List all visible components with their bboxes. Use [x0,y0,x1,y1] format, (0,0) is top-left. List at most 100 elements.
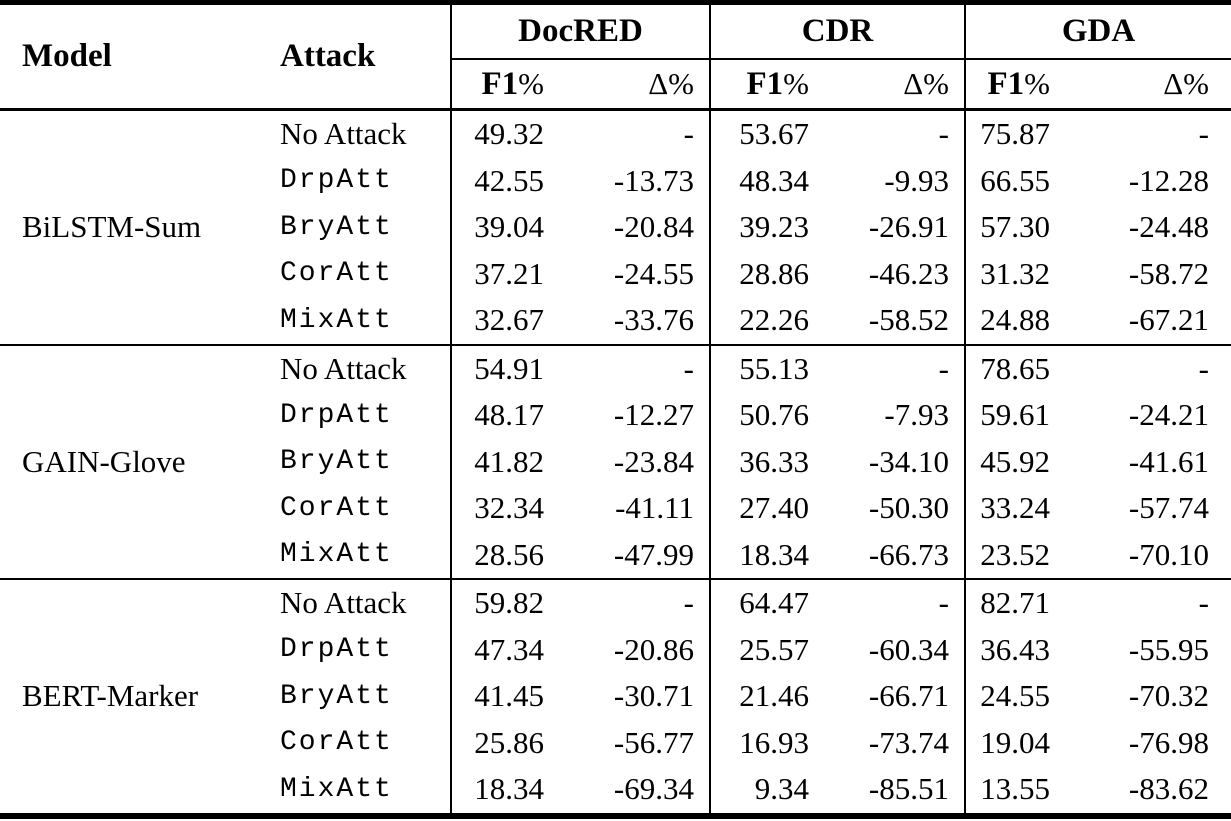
attack-label: BryAtt [280,211,393,243]
cell-docred-f1: 32.34 [450,485,584,532]
table-row: DrpAtt 47.34 -20.86 25.57 -60.34 36.43 -… [0,626,1231,673]
attack-label: MixAtt [280,304,393,336]
model-name-bilstm-sum: BiLSTM-Sum [22,209,202,245]
cell-gda-delta: - [1095,578,1231,627]
table-row: MixAtt 18.34 -69.34 9.34 -85.51 13.55 -8… [0,766,1231,816]
header-dataset-cdr: CDR [709,2,965,60]
cell-gda-f1: 75.87 [964,109,1095,158]
attack-label: DrpAtt [280,399,393,431]
attack-label: CorAtt [280,492,393,524]
attack-label: CorAtt [280,258,393,290]
cell-cdr-delta: -66.71 [868,678,949,714]
cell-gda-delta: -12.28 [1128,162,1209,198]
cell-gda-delta: -24.48 [1128,209,1209,245]
cell-docred-delta: -56.77 [613,724,694,760]
cell-docred-delta: -23.84 [613,443,694,479]
cell-docred-f1: 47.34 [450,626,584,673]
attack-label: DrpAtt [280,165,393,197]
cell-gda-f1: 57.30 [964,204,1095,251]
cell-gda-f1: 24.55 [964,673,1095,720]
table-row: GAIN-Glove No Attack 54.91 - 55.13 - 78.… [0,343,1231,579]
header-gda-f1: F1% [964,59,1095,111]
cell-cdr-delta: -9.93 [884,162,949,198]
cell-docred-f1: 28.56 [450,531,584,579]
attack-label: No Attack [277,578,451,627]
cell-cdr-f1: 50.76 [709,392,843,439]
cell-docred-delta: -69.34 [613,771,694,807]
table-row: CorAtt 37.21 -24.55 28.86 -46.23 31.32 -… [0,250,1231,297]
cell-gda-f1: 59.61 [964,392,1095,439]
table-row: DrpAtt 42.55 -13.73 48.34 -9.93 66.55 -1… [0,157,1231,204]
cell-cdr-delta: -7.93 [884,397,949,433]
table-row: MixAtt 28.56 -47.99 18.34 -66.73 23.52 -… [0,531,1231,579]
cell-gda-delta: -70.32 [1128,678,1209,714]
table-row: BERT-Marker No Attack 59.82 - 64.47 - 82… [0,578,1231,816]
cell-cdr-delta: - [843,343,965,392]
table-row: CorAtt 25.86 -56.77 16.93 -73.74 19.04 -… [0,719,1231,766]
cell-docred-delta: -24.55 [613,255,694,291]
cell-cdr-delta: -60.34 [868,631,949,667]
cell-cdr-delta: -58.52 [868,302,949,338]
attack-label: DrpAtt [280,634,393,666]
cell-gda-delta: -70.10 [1128,536,1209,572]
cell-docred-f1: 49.32 [450,109,584,158]
cell-cdr-f1: 55.13 [709,343,843,392]
cell-gda-f1: 19.04 [964,719,1095,766]
header-model: Model [0,2,277,111]
cell-gda-f1: 13.55 [964,766,1095,816]
cell-gda-delta: -76.98 [1128,724,1209,760]
cell-docred-delta: -20.86 [613,631,694,667]
cell-cdr-f1: 48.34 [709,157,843,204]
cell-gda-delta: -83.62 [1128,771,1209,807]
table-row: BryAtt 39.04 -20.84 39.23 -26.91 57.30 -… [0,204,1231,251]
table-row: MixAtt 32.67 -33.76 22.26 -58.52 24.88 -… [0,297,1231,345]
cell-docred-delta: -20.84 [613,209,694,245]
cell-gda-delta: -58.72 [1128,255,1209,291]
header-gda-delta: Δ% [1095,59,1231,111]
cell-cdr-delta: -50.30 [868,490,949,526]
pct-label: % [518,65,544,101]
cell-docred-f1: 25.86 [450,719,584,766]
attack-label: BryAtt [280,680,393,712]
header-cdr-delta: Δ% [843,59,965,111]
cell-cdr-delta: -34.10 [868,443,949,479]
cell-cdr-f1: 36.33 [709,438,843,485]
cell-docred-f1: 48.17 [450,392,584,439]
table-row: DrpAtt 48.17 -12.27 50.76 -7.93 59.61 -2… [0,392,1231,439]
cell-cdr-f1: 16.93 [709,719,843,766]
attack-label: No Attack [277,343,451,392]
header-cdr-f1: F1% [709,59,843,111]
f1-label: F1 [746,65,784,102]
cell-gda-f1: 36.43 [964,626,1095,673]
cell-cdr-delta: -26.91 [868,209,949,245]
cell-cdr-f1: 18.34 [709,531,843,579]
cell-cdr-f1: 27.40 [709,485,843,532]
cell-cdr-f1: 28.86 [709,250,843,297]
cell-cdr-f1: 22.26 [709,297,843,345]
cell-cdr-f1: 9.34 [709,766,843,816]
cell-cdr-delta: -66.73 [868,536,949,572]
cell-docred-delta: -12.27 [613,397,694,433]
pct-label: % [783,65,809,101]
cell-gda-delta: -41.61 [1128,443,1209,479]
f1-label: F1 [481,65,519,102]
attack-label: MixAtt [280,773,393,805]
cell-docred-delta: - [683,116,694,152]
cell-docred-delta: - [584,343,710,392]
header-dataset-gda: GDA [964,2,1231,60]
cell-gda-f1: 24.88 [964,297,1095,345]
cell-docred-delta: -41.11 [615,490,694,526]
cell-gda-f1: 82.71 [964,578,1095,627]
attack-label: CorAtt [280,727,393,759]
cell-docred-f1: 42.55 [450,157,584,204]
cell-cdr-f1: 25.57 [709,626,843,673]
header-docred-delta: Δ% [584,59,710,111]
table-row: BryAtt 41.45 -30.71 21.46 -66.71 24.55 -… [0,673,1231,720]
attack-label: MixAtt [280,539,393,571]
cell-docred-delta: -30.71 [613,678,694,714]
model-name-gain-glove: GAIN-Glove [0,343,277,579]
cell-docred-f1: 37.21 [450,250,584,297]
cell-docred-delta: -47.99 [613,536,694,572]
